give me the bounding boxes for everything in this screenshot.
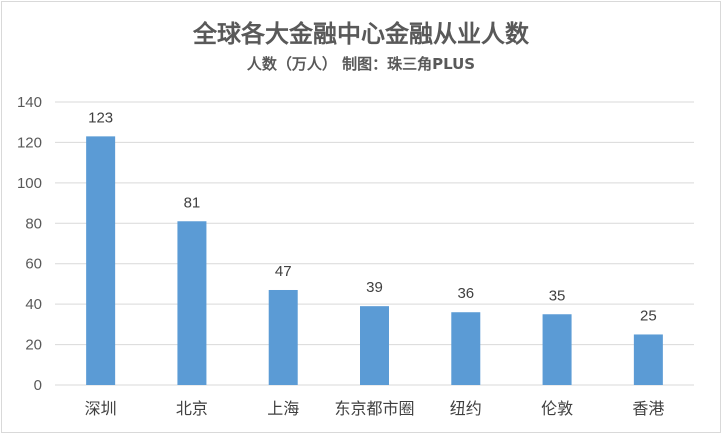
- bar: [360, 306, 389, 385]
- data-label: 81: [184, 194, 201, 211]
- chart-title: 全球各大金融中心金融从业人数: [192, 20, 530, 48]
- y-tick-label: 80: [25, 215, 42, 232]
- x-category-label: 东京都市圈: [334, 399, 414, 418]
- y-tick-label: 140: [17, 94, 42, 111]
- x-category-label: 深圳: [85, 399, 117, 418]
- bar: [177, 221, 207, 385]
- y-tick-label: 120: [17, 134, 42, 151]
- data-label: 123: [88, 109, 113, 126]
- data-label: 39: [366, 279, 383, 296]
- y-axis-ticks: 0 20 40 60 80 100 120 140: [17, 94, 42, 394]
- data-labels: 123 81 47 39 36 35 25: [88, 109, 657, 324]
- y-tick-label: 0: [34, 377, 42, 394]
- bars: [86, 136, 663, 385]
- y-tick-label: 60: [25, 256, 42, 273]
- x-category-label: 纽约: [450, 399, 482, 418]
- y-tick-label: 40: [25, 296, 42, 313]
- x-category-label: 香港: [632, 399, 664, 418]
- y-tick-label: 100: [17, 175, 42, 192]
- data-label: 25: [640, 307, 657, 324]
- data-label: 47: [275, 263, 292, 280]
- bar: [86, 136, 116, 385]
- bar: [451, 312, 481, 385]
- x-category-label: 伦敦: [541, 399, 573, 418]
- x-axis-categories: 深圳 北京 上海 东京都市圈 纽约 伦敦 香港: [85, 399, 665, 418]
- bar: [268, 289, 298, 385]
- data-label: 36: [457, 285, 474, 302]
- chart-subtitle: 人数（万人） 制图：珠三角PLUS: [247, 55, 475, 73]
- data-label: 35: [549, 287, 566, 304]
- bar: [633, 334, 663, 385]
- y-tick-label: 20: [25, 337, 42, 354]
- gridlines: [55, 101, 694, 386]
- x-category-label: 上海: [267, 399, 299, 418]
- bar: [542, 314, 572, 385]
- x-category-label: 北京: [176, 399, 208, 418]
